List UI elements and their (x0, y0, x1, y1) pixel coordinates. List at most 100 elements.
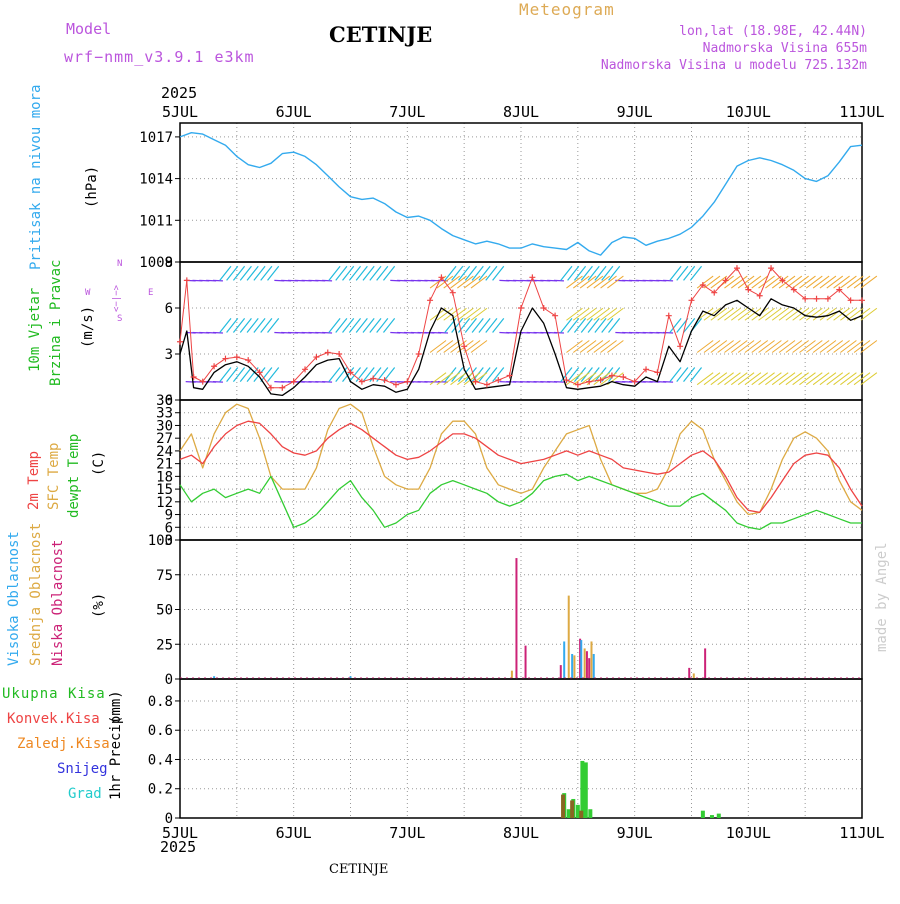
year-bottom: 2025 (160, 838, 196, 856)
gust-marker (416, 351, 422, 357)
wind-arrow-strong (799, 276, 815, 288)
y-tick-label: 0.8 (148, 694, 173, 710)
wind-arrow (261, 266, 272, 280)
wind-arrow-strong (718, 340, 734, 352)
x-tick-top-5JUL: 5JUL (162, 103, 198, 121)
wind-arrow (690, 266, 701, 280)
wind-arrow-strong (437, 340, 453, 352)
pressure-unit: (hPa) (84, 166, 100, 208)
y-tick-label: 50 (156, 603, 173, 619)
wind-arrow (356, 318, 367, 332)
wind-arrow-strong (731, 373, 747, 385)
wind-arrow-strong (834, 308, 850, 320)
gust-marker (336, 351, 342, 357)
wind-arrow-strong (806, 308, 822, 320)
wind-arrow-strong (724, 340, 740, 352)
precip-bar-konvek (570, 800, 574, 818)
y-tick-label: 75 (156, 568, 173, 584)
gust-marker (518, 305, 524, 311)
wind-arrow-strong (759, 373, 775, 385)
wind-arrow-strong (799, 373, 815, 385)
wind-arrow-strong (711, 373, 727, 385)
wind-arrow (581, 318, 592, 332)
wind-arrow (329, 266, 340, 280)
cloud-bar-niska (560, 665, 562, 678)
credit: made by Angel (874, 542, 890, 652)
wind-arrow (268, 266, 279, 280)
wind-arrow-strong (566, 340, 582, 352)
wind-arrow-strong (793, 340, 809, 352)
compass-arrow: <−|−> (112, 285, 122, 312)
wind-arrow (561, 318, 572, 332)
y-tick-label: 0 (165, 811, 173, 827)
wind-arrow-strong (786, 373, 802, 385)
wind-arrow (240, 266, 251, 280)
wind-arrow-strong (765, 373, 781, 385)
x-tick-bottom-11JUL: 11JUL (839, 824, 884, 842)
x-tick-bottom-10JUL: 10JUL (726, 824, 771, 842)
x-tick-bottom-8JUL: 8JUL (503, 824, 539, 842)
x-tick-top-8JUL: 8JUL (503, 103, 539, 121)
wind-arrow (254, 318, 265, 332)
cloud-bar-srednja (568, 596, 570, 678)
wind-arrow-strong (861, 373, 877, 385)
wind-arrow (240, 318, 251, 332)
precip-unit: (mm) (108, 690, 124, 724)
wind-arrow-strong (444, 340, 460, 352)
wind-arrow-strong (834, 276, 850, 288)
compass-w: W (85, 288, 90, 298)
wind-arrow-strong (827, 373, 843, 385)
cloud-bar-srednja (573, 655, 575, 678)
temp-label-2m: 2m Temp (26, 451, 42, 510)
y-tick-label: 0.4 (148, 752, 173, 768)
gust-marker (404, 379, 410, 385)
wind-arrow-strong (464, 308, 480, 320)
wind-arrow-strong (711, 308, 727, 320)
wind-arrow (268, 368, 279, 382)
wind-arrow (602, 318, 613, 332)
wind-arrow-strong (820, 276, 836, 288)
wind-label-2: Brzina i Pravac (48, 260, 64, 386)
wind-arrow (568, 318, 579, 332)
cloud-bar-visoka (563, 641, 565, 678)
wind-arrow-strong (738, 340, 754, 352)
wind-arrow-strong (806, 373, 822, 385)
wind-arrow-strong (779, 308, 795, 320)
wind-arrow (574, 318, 585, 332)
wind-arrow (486, 266, 497, 280)
wind-arrow-strong (731, 308, 747, 320)
compass-e: E (148, 288, 153, 298)
cloud-label-mid: Srednja Oblacnost (28, 523, 44, 666)
wind-arrow (227, 266, 238, 280)
wind-arrow-strong (799, 308, 815, 320)
wind-arrow (568, 266, 579, 280)
wind-arrow-strong (745, 340, 761, 352)
wind-arrow-strong (724, 276, 740, 288)
wind-arrow-strong (471, 308, 487, 320)
precip-bar-ukupna (710, 815, 714, 818)
elevation: Nadmorska Visina 655m (703, 41, 867, 56)
legend-ukupna: Ukupna Kisa (2, 686, 106, 702)
wind-arrow-strong (772, 373, 788, 385)
wind-arrow (690, 368, 701, 382)
wind-arrow-strong (457, 308, 473, 320)
wind-arrow-strong (806, 340, 822, 352)
wind-arrow (233, 368, 244, 382)
wind-arrow-strong (752, 373, 768, 385)
wind-arrow (349, 266, 360, 280)
compass-n: N (117, 259, 122, 269)
wind-arrow (465, 318, 476, 332)
wind-arrow-strong (471, 340, 487, 352)
wind-arrow (561, 266, 572, 280)
y-tick-label: 1014 (139, 172, 173, 188)
wind-arrow-strong (827, 308, 843, 320)
wind-arrow-strong (704, 373, 720, 385)
wind-arrow-strong (847, 340, 863, 352)
y-tick-label: 3 (165, 347, 173, 363)
cloud-bar-srednja (590, 641, 592, 678)
wind-arrow (356, 266, 367, 280)
wind-arrow-strong (601, 340, 617, 352)
wind-arrow (343, 266, 354, 280)
y-tick-label: 1017 (139, 130, 173, 146)
